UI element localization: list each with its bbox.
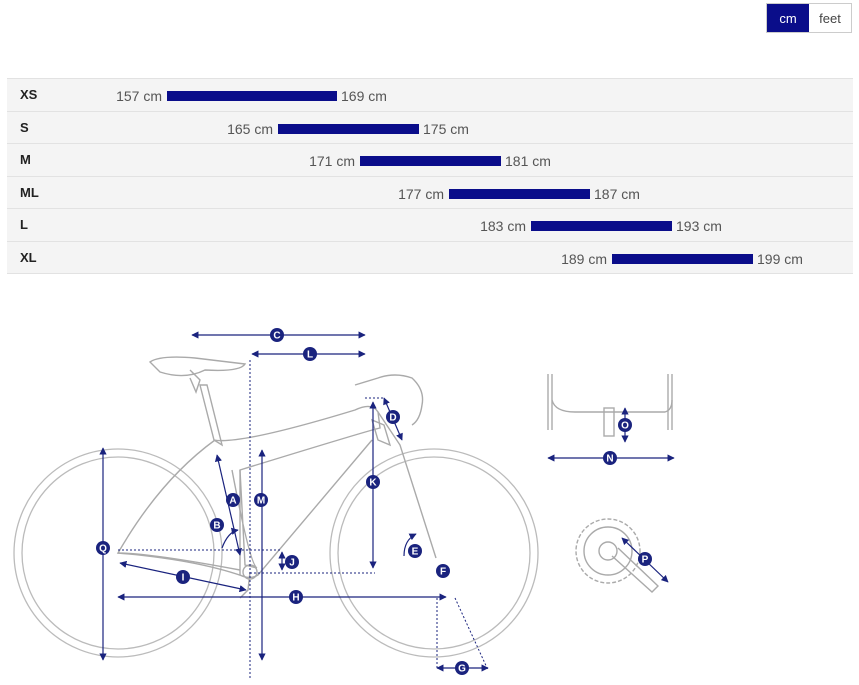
range-max: 187 cm bbox=[594, 185, 640, 202]
label-badge-a: A bbox=[226, 493, 240, 507]
size-row: S 165 cm 175 cm bbox=[7, 110, 853, 143]
range-bar bbox=[449, 188, 590, 199]
range-bar bbox=[612, 253, 753, 264]
size-chart: XS 157 cm 169 cm S 165 cm 175 cm M 171 c… bbox=[7, 78, 853, 274]
range-min: 189 cm bbox=[561, 250, 607, 267]
size-row: XL 189 cm 199 cm bbox=[7, 240, 853, 274]
svg-text:I: I bbox=[182, 573, 185, 584]
label-badge-g: G bbox=[455, 661, 469, 675]
front-wheel bbox=[329, 448, 539, 658]
size-label: S bbox=[20, 119, 29, 135]
range-max: 181 cm bbox=[505, 153, 551, 169]
label-badge-o: O bbox=[618, 418, 632, 432]
range-max: 169 cm bbox=[341, 88, 387, 104]
svg-text:O: O bbox=[621, 421, 629, 432]
range-max: 175 cm bbox=[423, 120, 469, 137]
label-badge-i: I bbox=[176, 570, 190, 584]
label-badge-c: C bbox=[270, 328, 284, 342]
svg-text:G: G bbox=[458, 664, 466, 675]
svg-text:H: H bbox=[292, 593, 299, 604]
range-bar bbox=[360, 156, 501, 166]
label-badge-p: P bbox=[638, 552, 652, 566]
size-label: L bbox=[20, 217, 28, 232]
label-badge-j: J bbox=[285, 555, 299, 569]
size-label: M bbox=[20, 152, 31, 167]
label-badge-m: M bbox=[254, 493, 268, 507]
bike-geometry-diagram: A B C D E F G H I J K L M N O P Q bbox=[13, 328, 675, 680]
label-badge-n: N bbox=[603, 451, 617, 465]
svg-text:M: M bbox=[257, 496, 265, 507]
svg-text:C: C bbox=[273, 331, 280, 342]
svg-text:P: P bbox=[642, 555, 649, 566]
svg-text:J: J bbox=[289, 558, 295, 569]
range-bar bbox=[531, 221, 672, 231]
reference-lines bbox=[118, 360, 489, 680]
bike-frame bbox=[116, 356, 437, 599]
size-label: ML bbox=[20, 184, 39, 200]
range-min: 171 cm bbox=[309, 153, 355, 169]
range-max: 193 cm bbox=[676, 218, 722, 234]
svg-text:F: F bbox=[440, 567, 446, 578]
size-label: XS bbox=[20, 87, 38, 102]
svg-text:E: E bbox=[412, 547, 419, 558]
label-badge-h: H bbox=[289, 590, 303, 604]
dimension-arrows bbox=[99, 331, 489, 672]
svg-text:D: D bbox=[389, 413, 396, 424]
svg-text:L: L bbox=[307, 350, 313, 361]
range-bar bbox=[167, 91, 337, 101]
label-badge-e: E bbox=[408, 544, 422, 558]
diagram-label-badges: A B C D E F G H I J K L M N O P Q bbox=[96, 328, 652, 675]
handlebar-arrows bbox=[547, 407, 675, 462]
size-row: L 183 cm 193 cm bbox=[7, 208, 853, 241]
unit-feet-button[interactable]: feet bbox=[809, 4, 851, 32]
svg-text:Q: Q bbox=[99, 544, 107, 555]
size-row: M 171 cm 181 cm bbox=[7, 143, 853, 176]
size-row: XS 157 cm 169 cm bbox=[7, 78, 853, 111]
label-badge-d: D bbox=[386, 410, 400, 424]
svg-text:K: K bbox=[369, 478, 377, 489]
label-badge-l: L bbox=[303, 347, 317, 361]
unit-cm-button[interactable]: cm bbox=[767, 4, 809, 32]
svg-text:N: N bbox=[606, 454, 613, 465]
handlebar-detail bbox=[547, 374, 673, 437]
range-min: 157 cm bbox=[116, 88, 162, 104]
unit-toggle: cm feet bbox=[766, 3, 852, 33]
range-min: 165 cm bbox=[227, 120, 273, 137]
label-badge-b: B bbox=[210, 518, 224, 532]
label-badge-q: Q bbox=[96, 541, 110, 555]
label-badge-f: F bbox=[436, 564, 450, 578]
range-min: 177 cm bbox=[398, 185, 444, 202]
size-label: XL bbox=[20, 249, 37, 265]
svg-text:A: A bbox=[229, 496, 236, 507]
size-row: ML 177 cm 187 cm bbox=[7, 175, 853, 208]
label-badge-k: K bbox=[366, 475, 380, 489]
range-max: 199 cm bbox=[757, 250, 803, 267]
svg-text:B: B bbox=[213, 521, 220, 532]
range-min: 183 cm bbox=[480, 218, 526, 234]
range-bar bbox=[278, 123, 419, 134]
